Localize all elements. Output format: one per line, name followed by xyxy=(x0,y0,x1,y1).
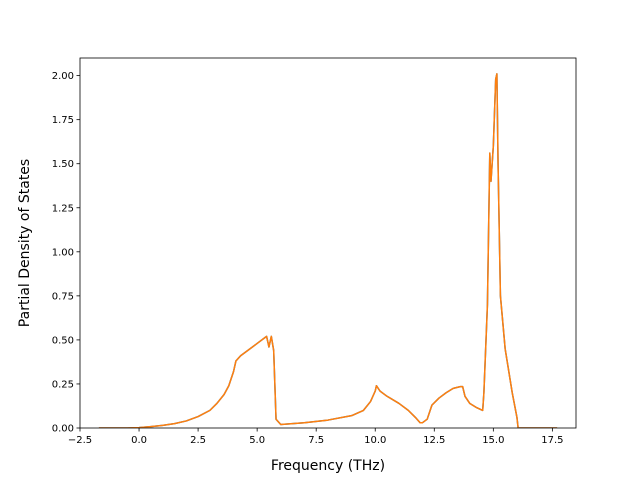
x-tick-label: 12.5 xyxy=(423,435,445,446)
x-axis-label: Frequency (THz) xyxy=(271,458,385,474)
x-tick-label: −2.5 xyxy=(68,435,92,446)
y-tick-label: 0.75 xyxy=(52,291,74,302)
y-tick-label: 1.25 xyxy=(52,203,74,214)
axes-frame xyxy=(79,57,577,429)
x-tick-label: 2.5 xyxy=(190,435,206,446)
y-tick-label: 1.50 xyxy=(52,159,74,170)
x-tick-label: 0.0 xyxy=(131,435,147,446)
y-axis: 0.00 0.25 0.50 0.75 1.00 1.25 1.50 1.75 2.00 xyxy=(52,71,80,435)
y-axis-label: Partial Density of States xyxy=(17,159,33,327)
series-line-2 xyxy=(98,73,558,428)
x-tick-label: 17.5 xyxy=(541,435,563,446)
y-tick-label: 2.00 xyxy=(52,71,74,82)
x-tick-label: 5.0 xyxy=(249,435,265,446)
x-tick-label: 15.0 xyxy=(482,435,504,446)
x-tick-label: 10.0 xyxy=(364,435,386,446)
y-tick-label: 0.00 xyxy=(52,424,74,435)
y-tick-label: 1.75 xyxy=(52,115,74,126)
y-tick-label: 1.00 xyxy=(52,247,74,258)
y-tick-label: 0.50 xyxy=(52,335,74,346)
x-tick-label: 7.5 xyxy=(308,435,324,446)
y-tick-label: 0.25 xyxy=(52,379,74,390)
series-layer xyxy=(98,73,558,428)
x-axis: −2.5 0.0 2.5 5.0 7.5 10.0 12.5 15.0 17.5 xyxy=(68,428,564,446)
